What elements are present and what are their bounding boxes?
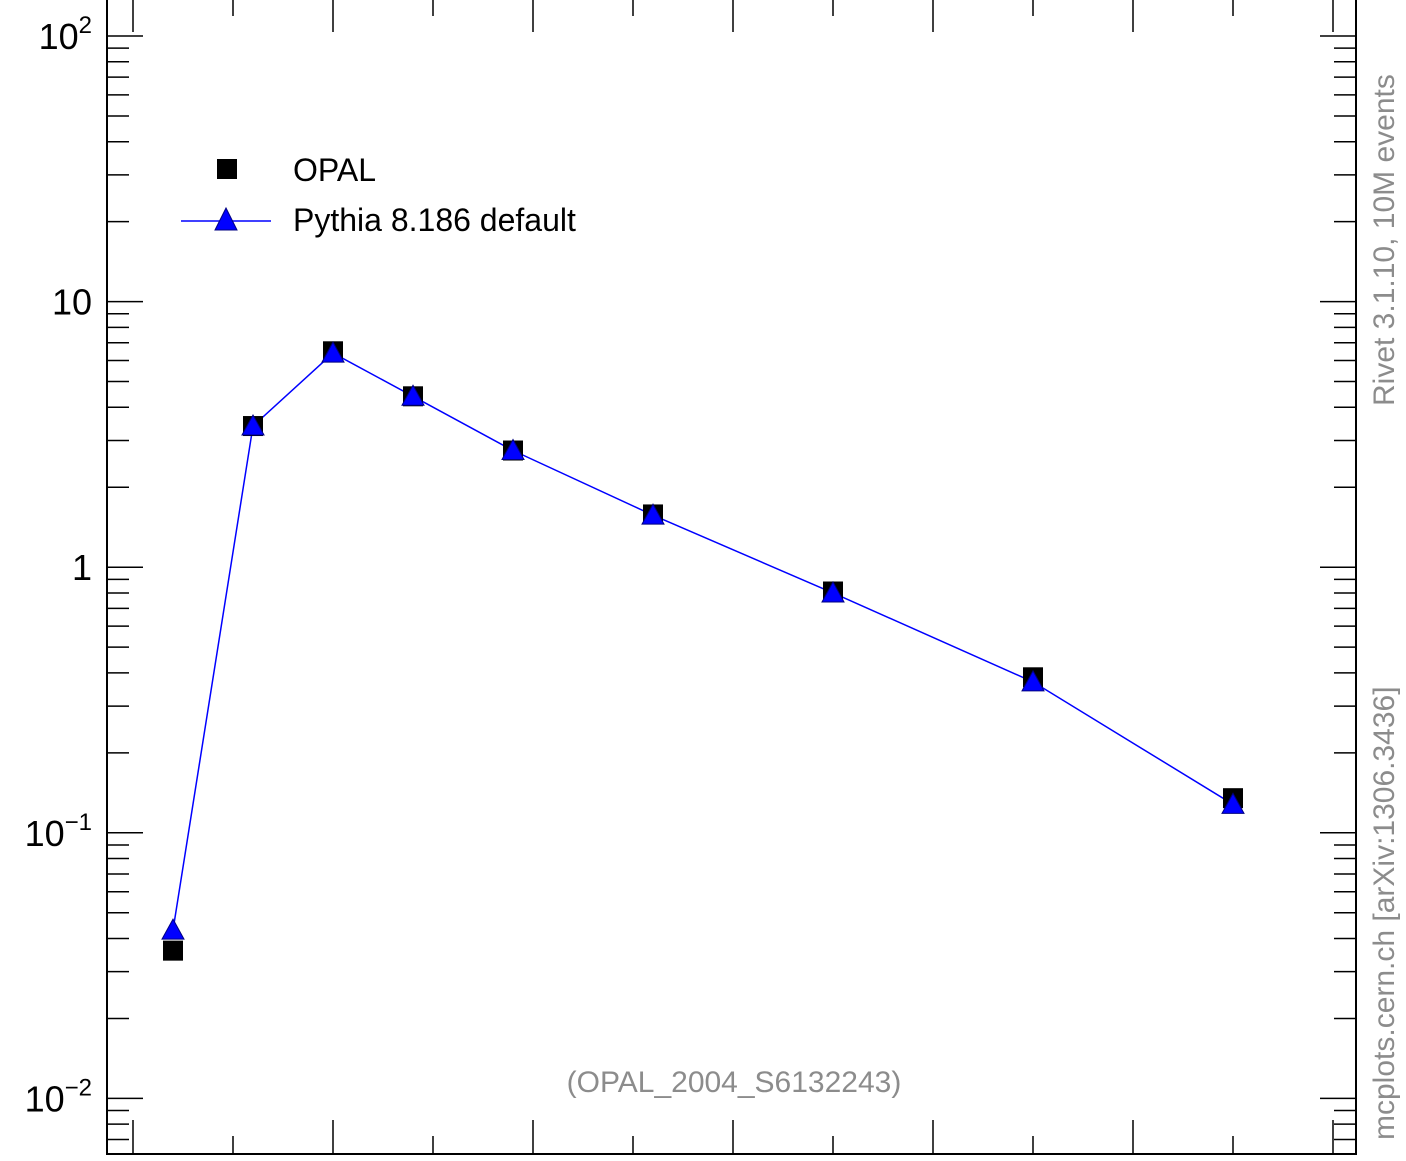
legend: OPAL Pythia 8.186 default — [181, 152, 576, 238]
opal-point — [163, 940, 183, 961]
legend-opal-label: OPAL — [293, 152, 376, 188]
rivet-version-label: Rivet 3.1.10, 10M events — [1368, 74, 1401, 406]
data-series — [161, 341, 1245, 961]
pythia-point — [641, 503, 665, 525]
y-tick-labels: 102 10 1 10−1 10−2 — [25, 12, 92, 1119]
pythia-line — [172, 352, 1234, 931]
pythia-point — [241, 414, 265, 436]
pythia-point — [1221, 792, 1245, 814]
pythia-point — [401, 384, 425, 406]
y-tick-label: 102 — [39, 12, 92, 57]
pythia-point — [161, 918, 185, 940]
y-tick-label: 1 — [72, 547, 92, 588]
legend-pythia-marker — [214, 206, 238, 231]
plot-frame — [106, 0, 1357, 1155]
analysis-annotation: (OPAL_2004_S6132243) — [567, 1066, 902, 1099]
y-tick-label: 10−2 — [25, 1074, 92, 1119]
axis-ticks — [107, 0, 1356, 1154]
mcplots-source-label: mcplots.cern.ch [arXiv:1306.3436] — [1368, 686, 1401, 1140]
legend-pythia-label: Pythia 8.186 default — [293, 202, 576, 238]
pythia-point — [821, 580, 845, 603]
legend-opal-marker — [217, 159, 237, 179]
plot-border — [106, 0, 1357, 1155]
y-tick-label: 10−1 — [25, 809, 92, 854]
y-tick-label: 10 — [52, 282, 92, 323]
pythia-point — [321, 341, 345, 363]
pythia-point — [1021, 669, 1045, 692]
pythia-point — [501, 438, 525, 461]
